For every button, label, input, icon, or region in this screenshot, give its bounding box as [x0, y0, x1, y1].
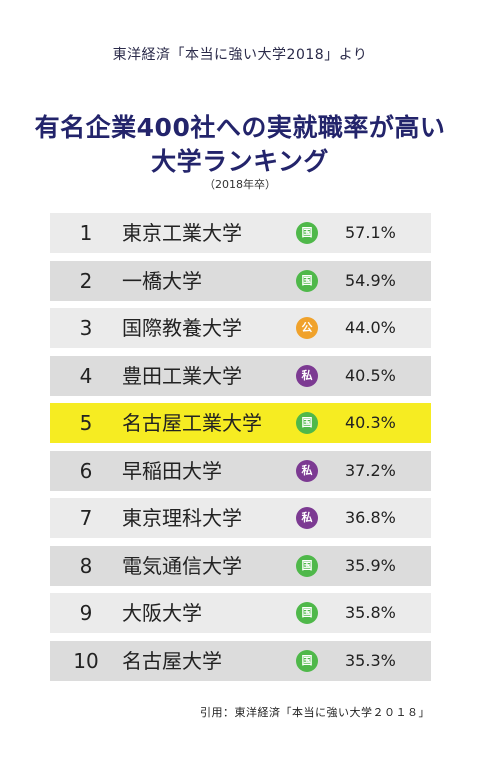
university-name: 豊田工業大学	[122, 363, 242, 388]
rank-number: 10	[73, 648, 99, 673]
rank-number: 3	[79, 316, 93, 340]
university-name: 大阪大学	[122, 601, 202, 625]
institution-type-badge: 国	[296, 554, 318, 577]
ranking-row: 4 豊田工業大学 私 40.5%	[50, 355, 431, 396]
ranking-row: 2 一橋大学 国 54.9%	[50, 260, 431, 301]
university-name: 東京工業大学	[122, 221, 242, 245]
employment-rate: 35.8%	[345, 603, 396, 622]
rank-number: 7	[79, 506, 93, 530]
university-name: 名古屋大学	[122, 648, 222, 673]
rank-number: 8	[79, 553, 93, 578]
university-name: 東京理科大学	[122, 506, 242, 530]
employment-rate: 37.2%	[345, 460, 396, 480]
ranking-table: 1 東京工業大学国 57.1% 2 一橋大学国 54.9% 3 国際教養大学公 44.0% 4 豊田…	[50, 213, 431, 688]
employment-rate: 44.0%	[345, 318, 396, 337]
university-name: 早稲田大学	[122, 458, 222, 483]
institution-type-badge: 国	[296, 649, 318, 672]
ranking-row: 3 国際教養大学 公 44.0%	[50, 308, 431, 348]
citation-footer: 引用：東洋経済「本当に強い大学２０１８」	[200, 706, 430, 719]
university-name: 一橋大学	[122, 268, 202, 293]
ranking-row: 9 大阪大学 国 35.8%	[50, 593, 431, 633]
university-name: 国際教養大学	[122, 316, 242, 340]
institution-type-badge: 私	[296, 459, 318, 482]
graduation-year-note: （2018年卒）	[204, 178, 276, 191]
institution-type-badge: 私	[296, 364, 318, 387]
title-line-1: 有名企業400社への実就職率が高い	[34, 113, 446, 142]
ranking-row: 10 名古屋大学 国 35.3%	[50, 640, 431, 681]
rank-number: 4	[79, 363, 93, 388]
rank-number: 6	[79, 458, 93, 483]
institution-type-badge: 国	[296, 602, 318, 624]
employment-rate: 57.1%	[345, 223, 396, 242]
source-caption: 東洋経済「本当に強い大学2018」より	[112, 47, 368, 63]
institution-type-badge: 私	[296, 507, 318, 529]
rank-number: 5	[79, 411, 93, 435]
employment-rate: 35.9%	[345, 555, 396, 575]
employment-rate: 36.8%	[345, 508, 396, 527]
university-name: 名古屋工業大学	[122, 411, 262, 435]
employment-rate: 54.9%	[345, 270, 396, 290]
ranking-row: 7 東京理科大学 私 36.8%	[50, 498, 431, 538]
ranking-row: 5 名古屋工業大学 国 40.3%	[50, 403, 431, 443]
university-name: 電気通信大学	[122, 553, 242, 578]
ranking-row: 8 電気通信大学 国 35.9%	[50, 545, 431, 586]
rank-number: 2	[79, 268, 93, 293]
employment-rate: 35.3%	[345, 650, 396, 670]
ranking-row: 1 東京工業大学 国 57.1%	[50, 213, 431, 253]
employment-rate: 40.3%	[345, 413, 396, 432]
institution-type-badge: 国	[296, 222, 318, 244]
institution-type-badge: 国	[296, 269, 318, 292]
ranking-row: 6 早稲田大学 私 37.2%	[50, 450, 431, 491]
title-line-2: 大学ランキング	[151, 147, 329, 176]
institution-type-badge: 国	[296, 412, 318, 434]
rank-number: 9	[79, 601, 93, 625]
employment-rate: 40.5%	[345, 365, 396, 385]
rank-number: 1	[79, 221, 93, 245]
institution-type-badge: 公	[296, 317, 318, 339]
